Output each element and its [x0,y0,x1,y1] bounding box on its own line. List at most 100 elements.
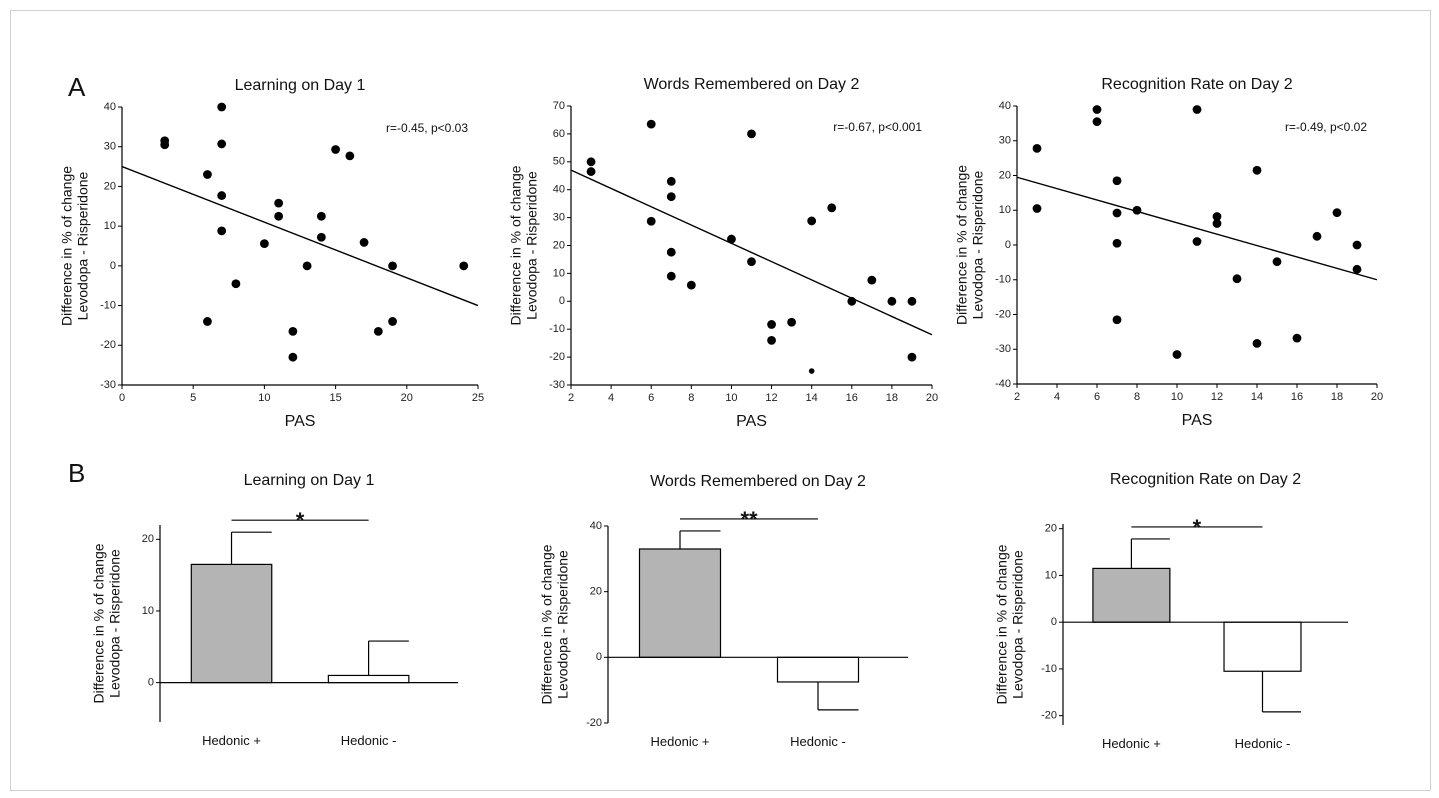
data-point [302,261,312,271]
data-point [388,317,397,326]
data-point [666,247,676,257]
y-tick-label: 20 [1045,523,1057,535]
y-axis-label-line: Levodopa - Risperidone [107,549,123,698]
data-point [217,226,227,236]
x-tick-label: 4 [608,392,614,404]
x-axis-label: PAS [736,413,767,430]
x-tick-label: 12 [765,392,777,404]
y-axis-label-line: Levodopa - Risperidone [970,170,986,319]
y-tick-label: 10 [142,605,154,617]
x-tick-label: 8 [688,392,694,404]
data-point [666,192,676,202]
y-tick-label: 0 [1005,239,1011,251]
y-tick-label: 20 [142,533,154,545]
significance-marker: * [1193,515,1202,540]
y-tick-label: 40 [590,520,602,532]
category-label: Hedonic + [651,734,710,749]
data-point [1112,208,1122,218]
x-tick-label: 10 [725,392,737,404]
x-tick-label: 25 [472,392,484,404]
data-point [203,317,212,326]
y-tick-label: 10 [1045,569,1057,581]
y-axis-label-line: Levodopa - Risperidone [1010,550,1026,699]
x-tick-label: 6 [1094,391,1100,403]
x-tick-label: 20 [1371,391,1383,403]
data-point [887,296,897,306]
x-tick-label: 2 [568,392,574,404]
correlation-annotation: r=-0.49, p<0.02 [1285,120,1367,134]
y-tick-label: 20 [999,169,1011,181]
y-tick-label: -40 [995,378,1011,390]
panel-label-b: B [68,458,85,488]
y-tick-label: 0 [110,260,116,272]
y-tick-label: -20 [995,308,1011,320]
data-point [646,119,656,129]
x-tick-label: 0 [119,392,125,404]
data-point [260,239,269,249]
bar [1223,621,1302,672]
y-tick-label: -30 [995,343,1011,355]
data-point [1332,208,1342,218]
data-point [747,129,756,139]
data-point [345,151,355,161]
y-tick-label: 20 [553,239,565,251]
data-point [1092,117,1102,127]
data-point [1132,205,1142,215]
trend-line [121,165,479,307]
data-point [274,211,284,221]
bar [776,656,860,683]
data-point [217,191,227,200]
data-point [459,261,469,271]
x-tick-label: 20 [401,392,413,404]
data-point [586,157,596,167]
chart-learning-day1-bar: Learning on Day 1 0 10 20 Difference in % of… [91,472,458,748]
chart-recognition-rate-day2-scatter: Recognition Rate on Day 2 -40 -30 -20 -10 0 10… [954,76,1383,429]
y-tick-label: 50 [553,156,565,168]
x-tick-label: 18 [886,392,898,404]
data-point [217,139,227,149]
x-tick-label: 20 [926,392,938,404]
category-label: Hedonic + [1102,736,1161,751]
x-tick-label: 5 [190,392,196,404]
chart-title: Learning on Day 1 [235,77,366,94]
y-tick-label: 10 [999,204,1011,216]
x-tick-label: 10 [258,392,270,404]
correlation-annotation: r=-0.67, p<0.001 [833,120,922,134]
chart-title: Recognition Rate on Day 2 [1101,76,1292,93]
x-tick-label: 14 [806,392,818,404]
y-tick-label: -10 [1041,663,1057,675]
data-point [586,167,596,176]
y-tick-label: 70 [553,100,565,112]
data-point [666,271,676,281]
y-axis-label-line: Difference in % of change [539,544,555,704]
x-tick-label: 4 [1054,391,1060,403]
data-point [1212,212,1222,221]
y-tick-label: -20 [586,717,602,729]
data-point [727,234,736,244]
data-point [274,198,284,208]
data-point [847,296,857,306]
y-tick-label: 30 [553,212,565,224]
x-tick-label: 6 [648,392,654,404]
x-tick-label: 8 [1134,391,1140,403]
category-label: Hedonic - [1235,736,1291,751]
chart-words-remembered-day2-bar: Words Remembered on Day 2 -20 0 20 40 Differe… [539,473,908,749]
data-point [1032,204,1042,213]
bar [190,563,273,684]
y-axis-label-line: Difference in % of change [91,543,107,703]
data-point [1212,219,1222,228]
data-point [160,140,170,150]
chart-title: Recognition Rate on Day 2 [1110,471,1301,488]
data-point [359,238,369,247]
bar [1092,567,1171,623]
y-tick-label: 20 [590,586,602,598]
x-axis-label: PAS [285,413,316,430]
y-tick-label: -20 [100,339,116,351]
data-point [907,352,917,362]
data-point [1112,315,1122,325]
y-tick-label: -20 [1041,710,1057,722]
y-tick-label: -10 [549,323,565,335]
chart-recognition-rate-day2-bar: Recognition Rate on Day 2 -20 -10 0 10 20 Diff… [994,471,1348,751]
y-tick-label: -10 [100,299,116,311]
